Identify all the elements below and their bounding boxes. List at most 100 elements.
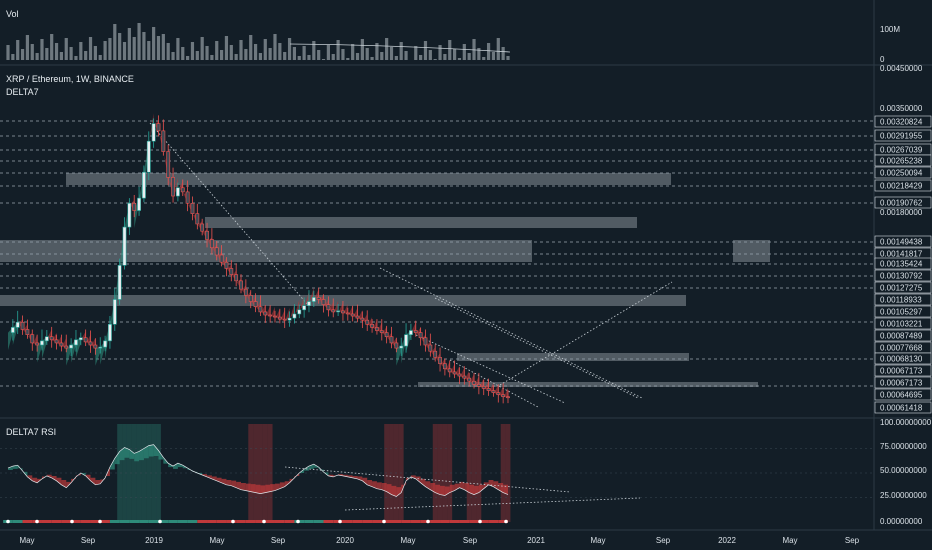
volume-bar	[380, 52, 384, 60]
volume-bar	[370, 57, 374, 60]
volume-bar	[312, 41, 316, 60]
rsi-signal-dot	[70, 519, 74, 524]
volume-bar	[501, 47, 505, 60]
volume-bar	[278, 43, 282, 60]
volume-bar	[263, 39, 267, 60]
rsi-fill-segment	[245, 483, 251, 492]
volume-bar	[385, 38, 389, 60]
cloud-segment	[454, 365, 460, 377]
candle-down	[25, 329, 30, 335]
volume-bar	[181, 47, 185, 60]
candle-up	[98, 346, 103, 349]
candle-down	[472, 380, 476, 385]
price-level-tag	[874, 281, 932, 294]
trend-lines	[149, 122, 673, 408]
rsi-state-bar	[255, 520, 266, 523]
candle-down	[49, 336, 54, 341]
rsi-state-bar	[245, 520, 256, 523]
time-axis-label: May	[782, 536, 797, 545]
rsi-fill-segment	[362, 477, 368, 485]
volume-label: Vol	[6, 9, 19, 19]
price-level-tag	[874, 317, 932, 330]
rsi-axis-label: 25.00000000	[880, 491, 927, 500]
price-level-label: 0.00218429	[880, 182, 923, 191]
rsi-signal-dot	[338, 519, 342, 524]
rsi-state-bar	[430, 520, 441, 523]
rsi-axis-label: 50.00000000	[880, 466, 927, 475]
rsi-state-bar	[119, 520, 130, 523]
candle-up	[40, 340, 44, 346]
candle-down	[350, 313, 355, 317]
rsi-fill-segment	[207, 475, 212, 479]
volume-bar	[462, 44, 466, 60]
volume-bar	[88, 37, 93, 60]
rsi-state-bar	[236, 520, 246, 523]
volume-bar	[496, 38, 500, 60]
candle-up	[336, 310, 340, 313]
zone-band	[205, 217, 637, 228]
candle-down	[180, 187, 185, 193]
volume-bar	[79, 42, 83, 60]
price-level-label: 0.00149438	[880, 238, 923, 247]
rsi-axis-label: 0.00000000	[880, 517, 923, 526]
rsi-fill-segment	[56, 477, 62, 485]
price-level-tag	[874, 115, 932, 128]
candle-down	[200, 223, 205, 232]
rsi-state-bar	[313, 520, 324, 523]
candle-down	[360, 317, 365, 321]
rsi-fill-segment	[270, 484, 275, 492]
volume-bar	[375, 43, 379, 60]
rsi-state-bar	[372, 520, 382, 523]
candle-down	[384, 332, 389, 338]
price-level-label: 0.00267039	[880, 146, 923, 155]
price-level-label: 0.00118933	[880, 296, 922, 305]
volume-bar	[84, 51, 88, 60]
time-axis-label: Sep	[845, 536, 860, 545]
candle-down	[185, 191, 190, 204]
price-level-label: 0.00087489	[880, 332, 923, 341]
volume-bar	[419, 55, 423, 60]
volume-bar	[210, 55, 214, 60]
rsi-fill-segment	[357, 476, 363, 481]
rsi-state-bar	[284, 520, 295, 523]
candle-down	[161, 130, 166, 152]
candle-up	[292, 313, 297, 319]
candle-up	[142, 171, 146, 199]
rsi-axis-label: 75.00000000	[880, 442, 927, 451]
volume-bar	[428, 50, 432, 60]
volume-bar	[176, 38, 180, 60]
candle-down	[253, 301, 258, 308]
volume-bar	[142, 32, 146, 60]
price-level-label: 0.00105297	[880, 308, 923, 317]
rsi-fill-segment	[347, 475, 353, 478]
volume-bar	[355, 53, 360, 60]
candle-down	[59, 342, 64, 347]
volume-bar	[292, 47, 297, 60]
candle-down	[263, 311, 268, 316]
volume-bar	[156, 36, 161, 60]
rsi-state-bar	[274, 520, 285, 523]
volume-bar	[200, 37, 204, 60]
volume-bar	[443, 54, 447, 60]
volume-axis-label: 0	[880, 55, 885, 64]
rsi-line	[7, 444, 509, 497]
rsi-fill-segment	[221, 478, 227, 485]
rsi-state-bar	[51, 520, 62, 523]
cloud-segment	[289, 303, 295, 321]
rsi-fill-segment	[454, 483, 460, 491]
volume-bar	[239, 40, 243, 60]
candle-down	[88, 341, 93, 346]
price-level-label: 0.00250094	[880, 169, 923, 178]
volume-bar	[64, 38, 68, 60]
candle-up	[409, 330, 413, 335]
candle-up	[287, 317, 292, 321]
price-level-label: 0.00068130	[880, 355, 923, 364]
rsi-fill-segment	[265, 484, 271, 493]
volume-bar	[365, 48, 369, 60]
volume-bar	[317, 50, 321, 60]
rsi-fill-segment	[493, 481, 499, 490]
rsi-fill-segment	[61, 480, 67, 488]
candle-down	[394, 342, 399, 349]
